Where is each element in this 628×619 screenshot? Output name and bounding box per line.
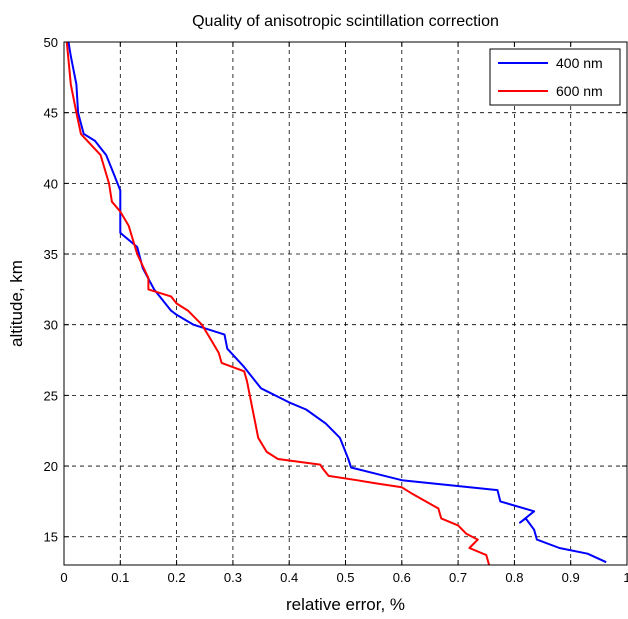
legend-box [489,48,621,106]
y-tick-label: 50 [44,35,58,50]
y-tick-label: 30 [44,318,58,333]
series-line-600nm [65,41,491,566]
x-tick-label: 0.9 [562,570,580,585]
y-tick-label: 45 [44,106,58,121]
legend-label-400nm: 400 nm [556,55,603,71]
series-lines [65,41,607,566]
x-tick-label: 0.7 [449,570,467,585]
x-tick-label: 0.1 [111,570,129,585]
chart-title: Quality of anisotropic scintillation cor… [192,13,499,30]
series-line-400nm [67,41,607,564]
legend-label-600nm: 600 nm [556,83,603,99]
y-tick-labels: 15 20 25 30 35 40 45 50 [44,35,58,545]
y-tick-label: 25 [44,388,58,403]
y-axis-label: altitude, km [7,260,26,347]
x-tick-label: 0.4 [280,570,298,585]
y-tick-label: 20 [44,459,58,474]
y-tick-label: 40 [44,176,58,191]
x-tick-label: 0.2 [168,570,186,585]
x-tick-label: 0.3 [224,570,242,585]
axis-ticks [63,41,628,565]
x-tick-label: 0.6 [393,570,411,585]
y-tick-label: 35 [44,247,58,262]
legend: 400 nm 600 nm [489,48,621,106]
x-tick-label: 0.8 [505,570,523,585]
x-tick-labels: 0 0.1 0.2 0.3 0.4 0.5 0.6 0.7 0.8 0.9 1 [60,570,628,585]
x-axis-label: relative error, % [286,595,405,614]
y-tick-label: 15 [44,530,58,545]
x-tick-label: 0 [60,570,67,585]
x-tick-label: 1 [623,570,628,585]
x-tick-label: 0.5 [336,570,354,585]
